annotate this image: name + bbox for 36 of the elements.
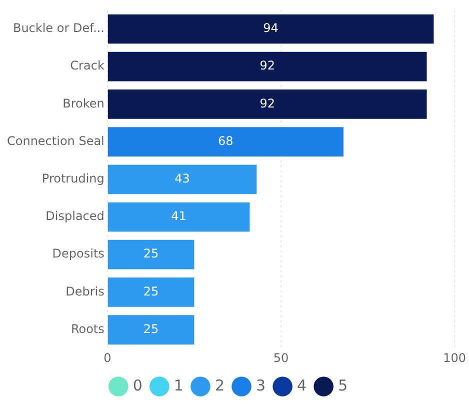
- y-tick-label: Protruding: [42, 172, 104, 186]
- legend-label: 1: [174, 376, 184, 394]
- bar: [108, 14, 434, 44]
- data-label: 92: [260, 96, 275, 110]
- bar: [108, 202, 250, 232]
- data-label: 43: [174, 172, 190, 186]
- data-label: 25: [143, 284, 159, 298]
- y-tick-label: Crack: [70, 58, 104, 73]
- data-label: 68: [218, 134, 234, 148]
- bar: [108, 127, 344, 156]
- legend-label: 0: [132, 376, 142, 394]
- bar: [108, 52, 427, 82]
- bar: [108, 240, 194, 270]
- data-label: 94: [263, 21, 278, 36]
- x-tick-label: 100: [443, 350, 466, 365]
- y-tick-label: Deposits: [52, 246, 104, 261]
- legend-label: 4: [297, 376, 307, 394]
- bar: [108, 90, 427, 119]
- x-tick-label: 0: [104, 350, 112, 365]
- bar: [108, 315, 194, 344]
- data-label: 92: [260, 58, 275, 73]
- legend-label: 3: [256, 376, 266, 394]
- legend-label: 5: [338, 376, 348, 394]
- y-tick-label: Buckle or Def...: [12, 21, 104, 36]
- y-tick-label: Connection Seal: [6, 134, 104, 148]
- bar: [108, 164, 257, 194]
- legend-label: 2: [214, 376, 225, 394]
- data-label: 25: [143, 246, 159, 261]
- y-tick-label: Broken: [62, 96, 104, 110]
- data-label: 25: [143, 322, 159, 336]
- x-tick-label: 50: [273, 350, 289, 365]
- y-tick-label: Displaced: [46, 209, 104, 224]
- y-tick-label: Debris: [66, 284, 104, 298]
- bar: [108, 278, 194, 307]
- y-tick-label: Roots: [70, 322, 104, 336]
- data-label: 41: [171, 209, 186, 224]
